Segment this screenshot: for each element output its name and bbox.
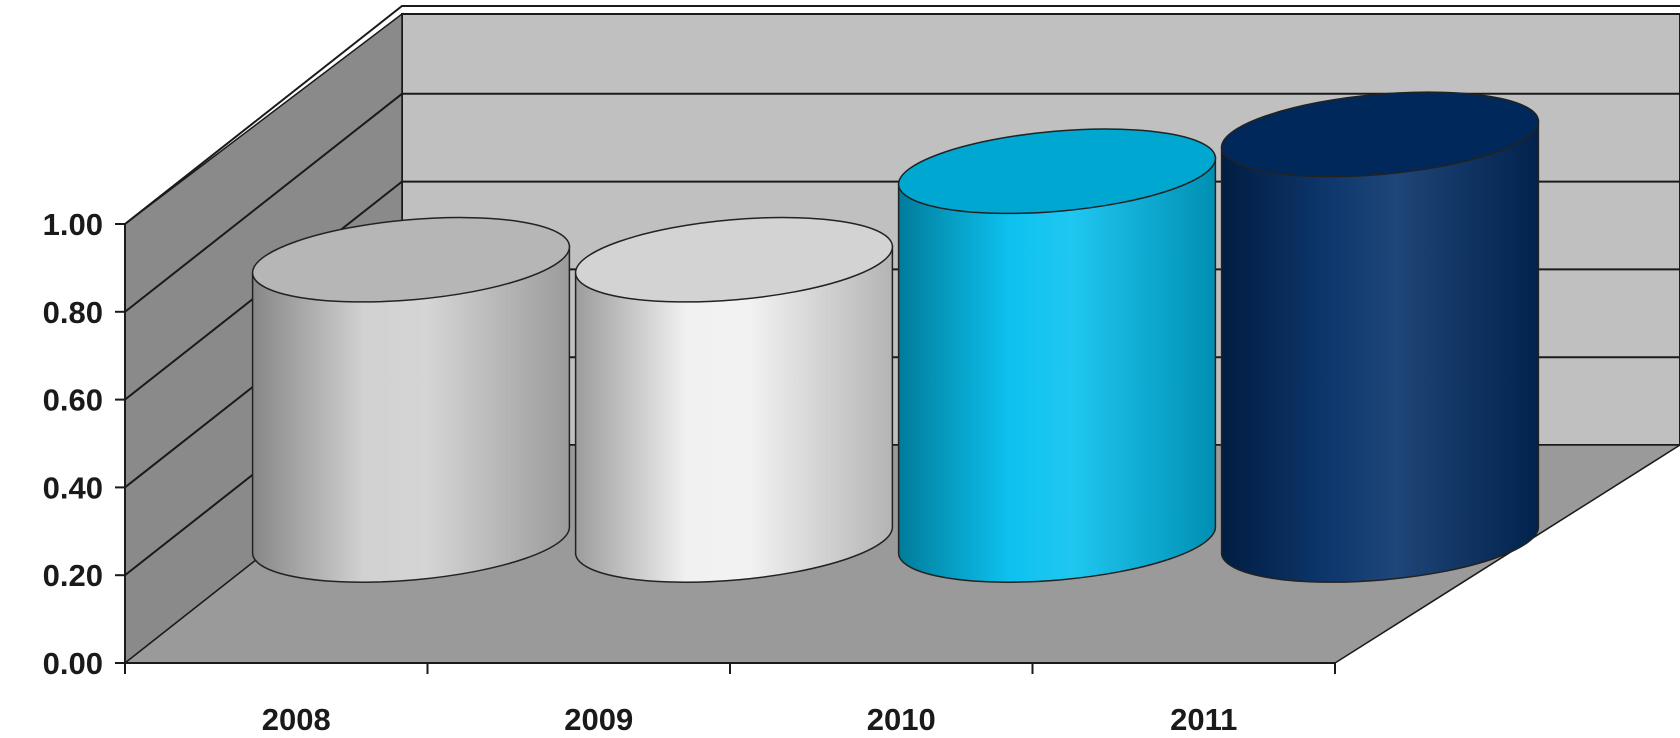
y-tick-label: 0.00	[43, 646, 103, 681]
bar-2009	[574, 216, 894, 583]
y-tick-label: 0.60	[43, 383, 103, 418]
y-tick-label: 0.80	[43, 295, 103, 330]
y-tick-label: 0.40	[43, 470, 103, 505]
x-tick-label: 2008	[262, 702, 331, 737]
cylinder-body	[1220, 119, 1540, 583]
bar-2008	[251, 216, 571, 583]
y-tick-label: 0.20	[43, 558, 103, 593]
cylinder-body	[574, 245, 894, 583]
y-tick-label: 1.00	[43, 207, 103, 242]
axes	[115, 223, 1336, 674]
cylinder-top	[251, 216, 571, 303]
bar-2010	[897, 128, 1217, 583]
cylinder-top	[574, 216, 894, 303]
cylinder-top	[1220, 91, 1540, 178]
x-tick-label: 2009	[564, 702, 633, 737]
cylinder-body	[897, 156, 1217, 583]
gridline	[124, 92, 1680, 313]
cylinder-body	[251, 245, 571, 583]
cylinder-top	[897, 128, 1217, 215]
x-tick-label: 2010	[867, 702, 936, 737]
bar-2011	[1220, 91, 1540, 583]
gridline	[124, 5, 1680, 225]
bars	[251, 91, 1540, 583]
axis-labels: 0.00 0.20 0.40 0.60 0.80 1.00 2008 2009 2010 2011	[43, 207, 1238, 737]
x-tick-label: 2011	[1170, 702, 1237, 737]
